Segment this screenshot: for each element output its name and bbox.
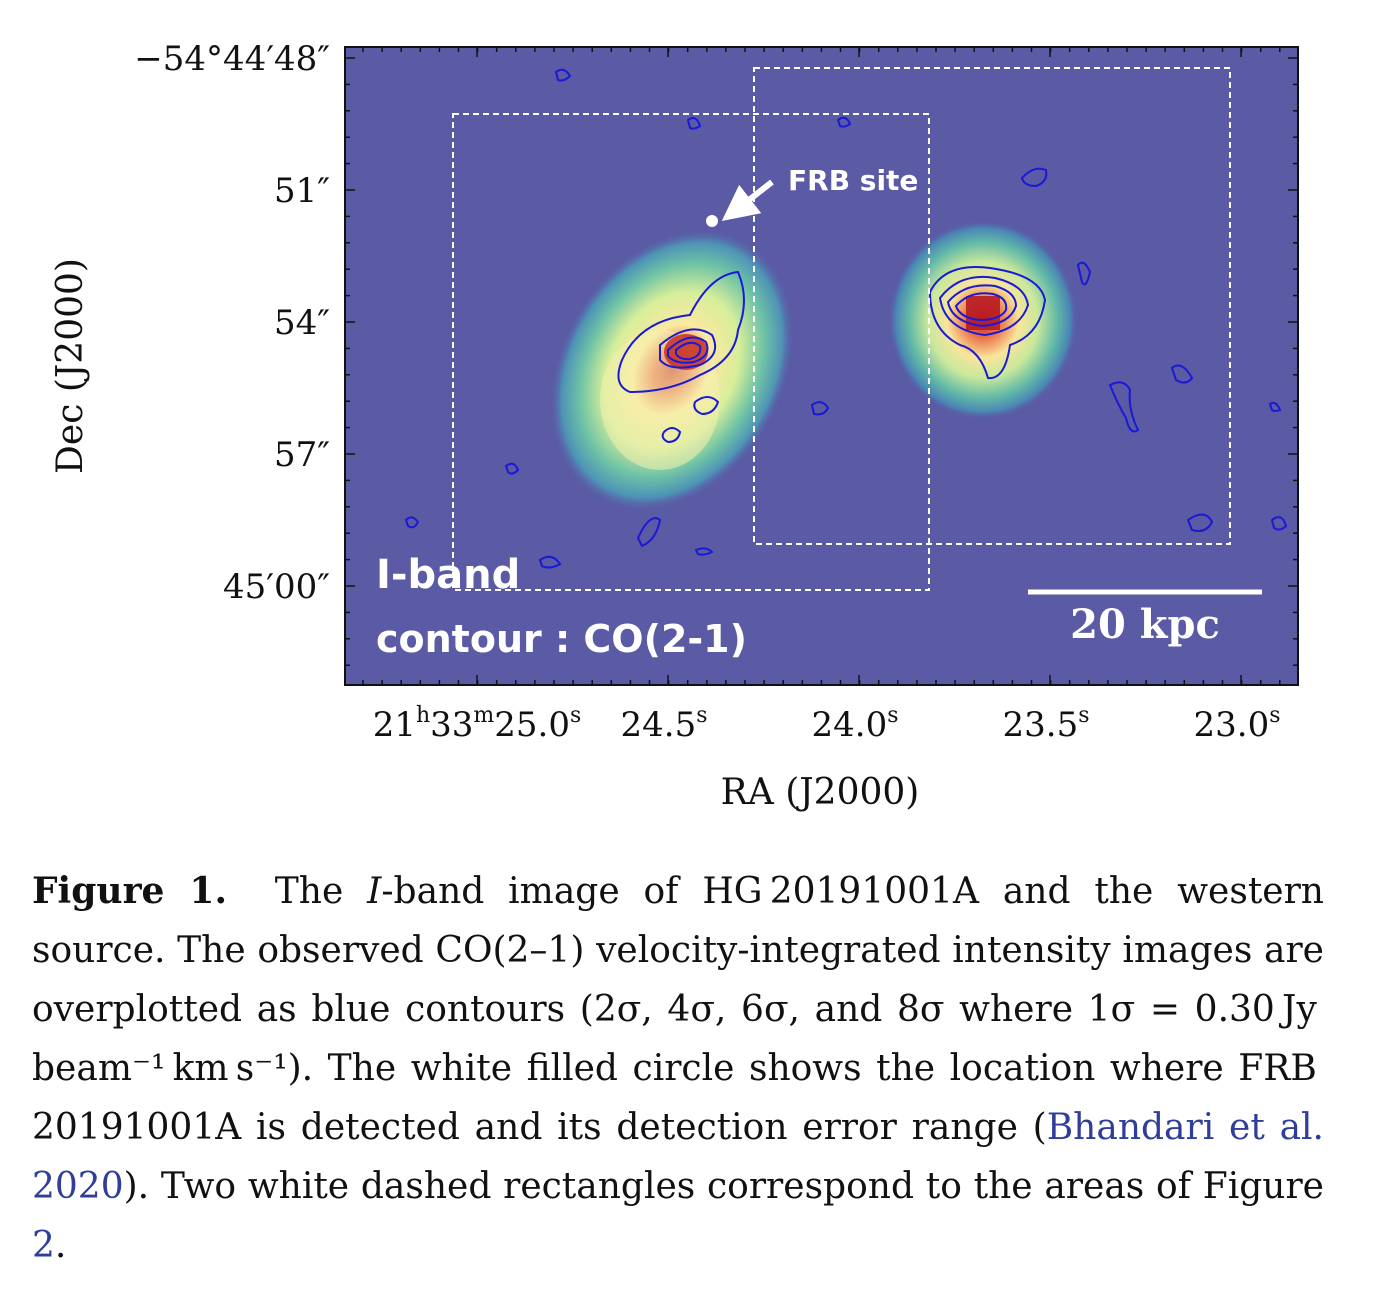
i-band-image [345, 47, 1298, 685]
image-background [345, 47, 1298, 685]
caption-label: Figure 1. [32, 870, 227, 912]
y-tick-label: 45′00″ [223, 567, 330, 607]
x-axis-title: RA (J2000) [721, 772, 920, 813]
citation-link[interactable]: Bhandari et al. 2020 [32, 1107, 1324, 1207]
x-tick-label: 24.0s [812, 703, 899, 745]
y-tick-label: 57″ [274, 435, 330, 475]
dashed-rectangle-right [753, 67, 1231, 545]
y-tick-label: 54″ [274, 303, 330, 343]
caption-text-1: The [274, 871, 368, 912]
dashed-rectangle-left [452, 113, 930, 591]
figure-plot: FRB site I-band contour : CO(2-1) 20 kpc… [50, 39, 1299, 813]
x-tick-label: 23.5s [1003, 703, 1090, 745]
x-tick-label: 23.0s [1194, 703, 1281, 745]
frb-site-marker [706, 215, 718, 227]
frb-site-label: FRB site [788, 164, 918, 197]
scale-bar-label: 20 kpc [1070, 601, 1220, 648]
figure-ref-link[interactable]: 2 [32, 1225, 55, 1266]
y-axis-title: Dec (J2000) [50, 258, 91, 474]
figure-1: FRB site I-band contour : CO(2-1) 20 kpc… [50, 39, 1299, 813]
figure-caption: Figure 1. The I-band image of HG 2019100… [32, 862, 1324, 1275]
caption-text-4: . [54, 1225, 67, 1266]
co-contours [404, 68, 1288, 569]
y-tick-label: 51″ [274, 171, 330, 211]
contour-label: contour : CO(2-1) [376, 617, 747, 661]
x-tick-label: 21h33m25.0s [373, 703, 582, 745]
caption-text-3: ). Two white dashed rectangles correspon… [123, 1166, 1324, 1207]
frb-arrow [721, 179, 774, 222]
axis-ticks [345, 47, 1298, 685]
caption-text-2: -band image of HG 20191001A and the west… [32, 871, 1324, 1148]
caption-italic-i: I [367, 871, 382, 912]
x-tick-label: 24.5s [621, 703, 708, 745]
y-tick-label: −54°44′48″ [134, 39, 330, 79]
i-band-label: I-band [376, 552, 520, 598]
